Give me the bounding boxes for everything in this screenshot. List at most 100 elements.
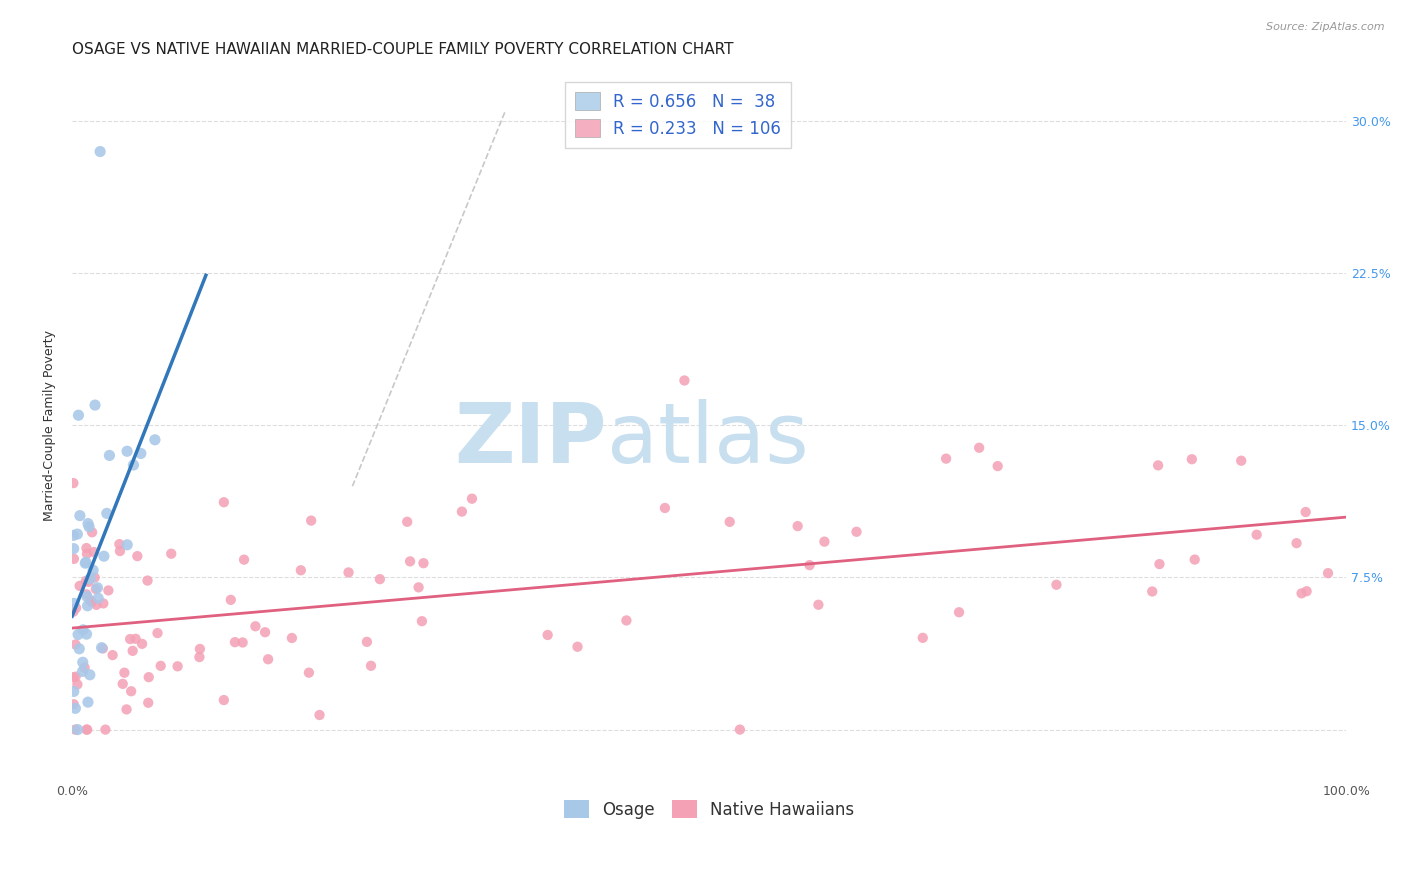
Point [87, 591, 110, 606]
Point [1181, 452, 1204, 467]
Point [79, 572, 101, 586]
Point [298, 665, 321, 680]
Point [188, 642, 211, 657]
Point [411, 614, 433, 628]
Point [67, 408, 90, 422]
Point [84, 582, 107, 596]
Point [728, 723, 751, 737]
Point [399, 554, 422, 568]
Text: Source: ZipAtlas.com: Source: ZipAtlas.com [1267, 22, 1385, 32]
Point [75, 574, 97, 588]
Point [412, 556, 434, 570]
Point [62, 528, 84, 542]
Point [224, 635, 246, 649]
Point [1184, 552, 1206, 566]
Point [79, 593, 101, 607]
Point [673, 374, 696, 388]
Point [138, 670, 160, 684]
Point [1142, 584, 1164, 599]
Point [281, 631, 304, 645]
Point [146, 626, 169, 640]
Point [245, 619, 267, 633]
Point [987, 459, 1010, 474]
Point [75, 556, 97, 570]
Point [136, 696, 159, 710]
Point [77, 516, 100, 531]
Point [461, 491, 484, 506]
Point [89, 145, 111, 159]
Point [98, 449, 121, 463]
Point [77, 695, 100, 709]
Point [69, 579, 91, 593]
Point [62, 476, 84, 491]
Point [77, 574, 100, 589]
Point [967, 441, 990, 455]
Point [73, 660, 96, 674]
Point [254, 625, 277, 640]
Point [63, 552, 86, 566]
Point [63, 723, 86, 737]
Point [83, 570, 105, 584]
Point [308, 708, 330, 723]
Point [62, 541, 84, 556]
Point [718, 515, 741, 529]
Point [94, 723, 117, 737]
Point [136, 574, 159, 588]
Point [69, 508, 91, 523]
Point [948, 605, 970, 619]
Text: OSAGE VS NATIVE HAWAIIAN MARRIED-COUPLE FAMILY POVERTY CORRELATION CHART: OSAGE VS NATIVE HAWAIIAN MARRIED-COUPLE … [72, 42, 734, 57]
Point [451, 505, 474, 519]
Point [219, 592, 242, 607]
Point [80, 525, 103, 540]
Point [72, 623, 94, 637]
Point [65, 601, 87, 615]
Text: ZIP: ZIP [454, 399, 607, 480]
Point [82, 563, 104, 577]
Point [845, 524, 868, 539]
Point [93, 549, 115, 564]
Point [799, 558, 821, 573]
Point [77, 520, 100, 534]
Point [356, 635, 378, 649]
Point [66, 723, 89, 737]
Point [115, 702, 138, 716]
Point [935, 451, 957, 466]
Point [108, 537, 131, 551]
Point [62, 670, 84, 684]
Point [124, 632, 146, 646]
Point [108, 544, 131, 558]
Point [67, 641, 90, 656]
Point [1045, 578, 1067, 592]
Point [1147, 458, 1170, 473]
Point [72, 665, 94, 679]
Point [65, 701, 87, 715]
Point [76, 599, 98, 613]
Point [1295, 584, 1317, 599]
Point [62, 605, 84, 619]
Point [72, 655, 94, 669]
Point [127, 549, 149, 563]
Point [212, 693, 235, 707]
Point [233, 552, 256, 566]
Point [396, 515, 419, 529]
Point [75, 555, 97, 569]
Point [91, 596, 114, 610]
Y-axis label: Married-Couple Family Poverty: Married-Couple Family Poverty [44, 330, 56, 521]
Point [299, 514, 322, 528]
Point [129, 446, 152, 460]
Point [65, 670, 87, 684]
Legend: Osage, Native Hawaiians: Osage, Native Hawaiians [557, 793, 860, 825]
Text: atlas: atlas [607, 399, 808, 480]
Point [232, 635, 254, 649]
Point [1285, 536, 1308, 550]
Point [90, 640, 112, 655]
Point [1230, 453, 1253, 467]
Point [80, 595, 103, 609]
Point [911, 631, 934, 645]
Point [813, 534, 835, 549]
Point [86, 598, 108, 612]
Point [75, 587, 97, 601]
Point [408, 580, 430, 594]
Point [101, 648, 124, 662]
Point [76, 590, 98, 604]
